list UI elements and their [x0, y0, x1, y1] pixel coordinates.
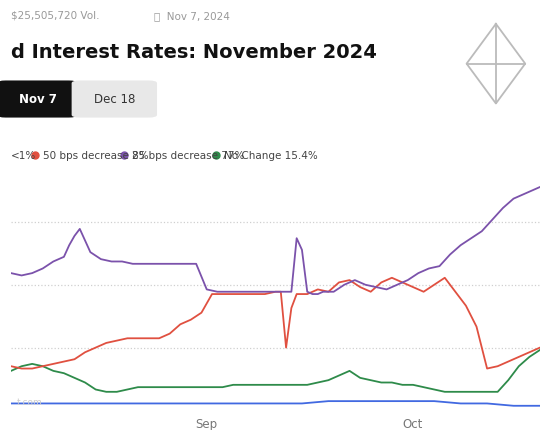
Text: 25 bps decrease 77%: 25 bps decrease 77% — [132, 150, 244, 160]
FancyBboxPatch shape — [72, 81, 157, 118]
Text: Dec 18: Dec 18 — [94, 93, 136, 106]
Text: d Interest Rates: November 2024: d Interest Rates: November 2024 — [11, 43, 377, 62]
Text: 50 bps decrease 8%: 50 bps decrease 8% — [43, 150, 149, 160]
Text: No Change 15.4%: No Change 15.4% — [224, 150, 317, 160]
FancyBboxPatch shape — [0, 81, 77, 118]
Text: t.com: t.com — [17, 397, 42, 406]
Text: ⧖  Nov 7, 2024: ⧖ Nov 7, 2024 — [154, 11, 230, 21]
Text: Nov 7: Nov 7 — [19, 93, 56, 106]
Text: <1%: <1% — [11, 150, 36, 160]
Text: $25,505,720 Vol.: $25,505,720 Vol. — [11, 11, 100, 21]
